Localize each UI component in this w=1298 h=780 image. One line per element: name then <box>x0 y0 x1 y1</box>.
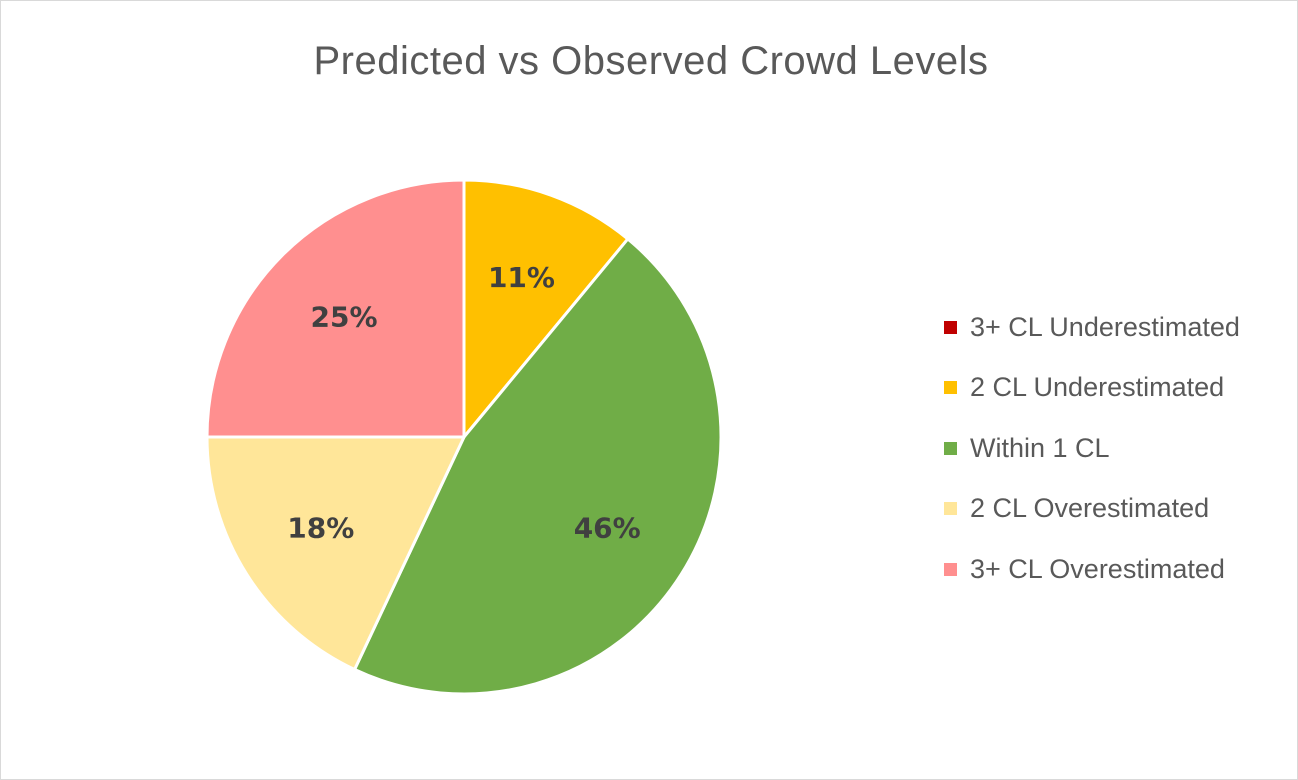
legend-swatch-3plus-cl-overestimated <box>944 562 957 576</box>
legend-label: 2 CL Underestimated <box>970 372 1225 403</box>
legend-label: 3+ CL Overestimated <box>970 553 1225 584</box>
legend-swatch-2-cl-overestimated <box>944 502 957 516</box>
data-label-3plus-cl-overestimated: 25% <box>311 301 378 334</box>
legend-swatch-within-1-cl <box>944 441 957 455</box>
legend-label: Within 1 CL <box>970 432 1110 463</box>
legend-item-3plus-cl-underestimated: 3+ CL Underestimated <box>944 297 1284 358</box>
pie-slice-within-1-cl <box>353 237 723 696</box>
data-label-2-cl-underestimated: 11% <box>488 261 555 294</box>
legend-item-within-1-cl: Within 1 CL <box>944 418 1284 479</box>
legend-label: 2 CL Overestimated <box>970 493 1210 524</box>
pie-slice-2-cl-overestimated <box>205 435 466 672</box>
pie-slices <box>205 178 723 696</box>
data-label-2-cl-overestimated: 18% <box>287 511 354 544</box>
legend: 3+ CL Underestimated 2 CL Underestimated W… <box>944 297 1284 600</box>
pie-data-labels: 11% 46% 18% 25% <box>287 261 640 544</box>
legend-item-2-cl-overestimated: 2 CL Overestimated <box>944 479 1284 540</box>
legend-swatch-2-cl-underestimated <box>944 381 957 395</box>
legend-swatch-3plus-cl-underestimated <box>944 320 957 334</box>
chart-title: Predicted vs Observed Crowd Levels <box>313 39 989 83</box>
pie-slice-2-cl-underestimated <box>462 178 630 439</box>
legend-item-2-cl-underestimated: 2 CL Underestimated <box>944 358 1284 419</box>
legend-item-3plus-cl-overestimated: 3+ CL Overestimated <box>944 539 1284 600</box>
legend-label: 3+ CL Underestimated <box>970 311 1240 342</box>
data-label-within-1-cl: 46% <box>574 511 641 544</box>
pie-slice-3plus-cl-overestimated <box>205 178 466 439</box>
